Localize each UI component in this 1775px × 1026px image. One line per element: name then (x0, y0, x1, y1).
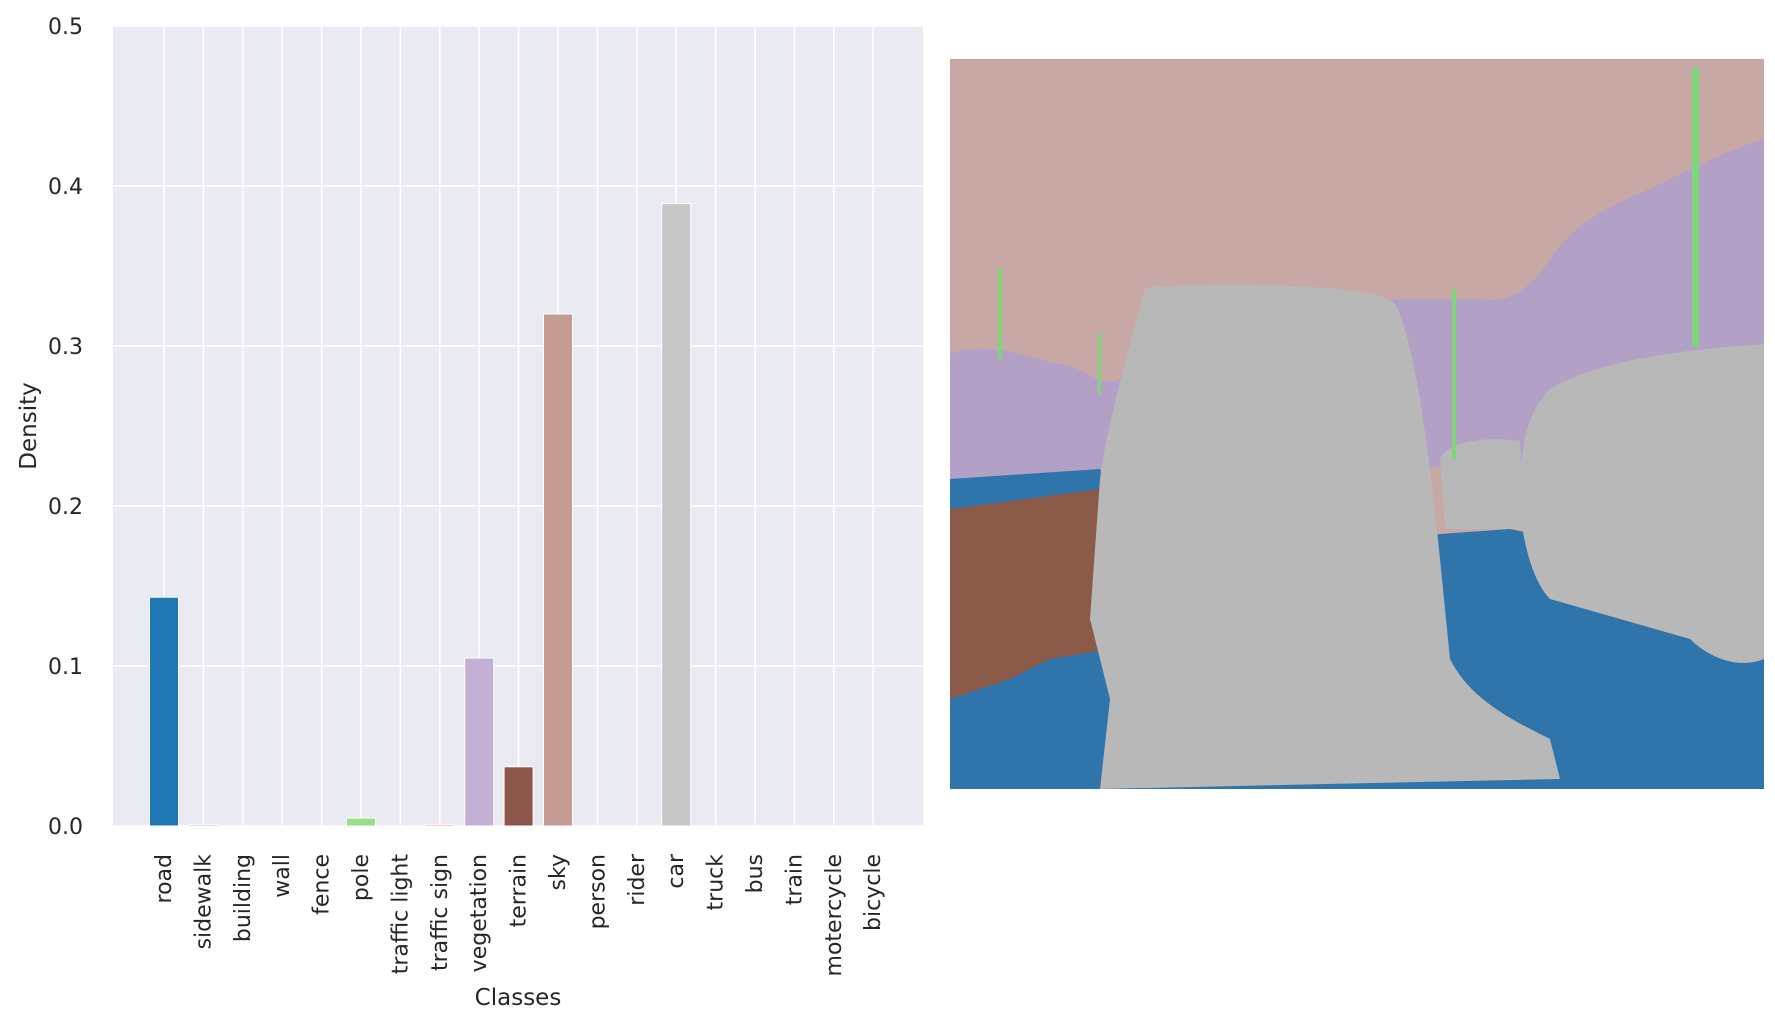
x-tick-label: bicycle (861, 854, 886, 931)
y-tick-label: 0.3 (48, 335, 83, 360)
x-tick-label: car (664, 853, 689, 889)
y-tick-label: 0.2 (48, 495, 83, 520)
y-axis-label: Density (16, 382, 42, 469)
bar-traffic-sign (424, 823, 455, 827)
pole-region (1098, 334, 1101, 394)
van-right-region (1520, 344, 1764, 663)
bar-terrain (503, 766, 534, 827)
van-left-region (1090, 284, 1560, 789)
segmentation-overlay-image (950, 59, 1764, 789)
x-tick-label: road (152, 854, 177, 903)
bar-sky (543, 313, 573, 827)
y-tick-label: 0.5 (48, 15, 83, 40)
bar-road (149, 596, 179, 827)
x-tick-label: traffic light (388, 854, 413, 975)
x-tick-label: traffic sign (428, 854, 453, 971)
y-tick-label: 0.4 (48, 175, 83, 200)
bar-car (661, 203, 692, 827)
x-tick-label: vegetation (467, 854, 492, 972)
x-tick-label: person (585, 854, 610, 929)
bar-vegetation (464, 657, 495, 827)
pole-region (998, 269, 1002, 359)
x-tick-label: pole (349, 854, 374, 901)
pole-region (1452, 289, 1456, 459)
car-far-region (1440, 439, 1525, 529)
x-tick-label: train (782, 854, 807, 905)
bar-pole (346, 817, 376, 827)
x-tick-label: building (231, 854, 256, 942)
x-tick-label: sidewalk (191, 854, 216, 950)
x-tick-labels: road sidewalk building wall fence pole traffic… (152, 853, 886, 976)
y-tick-labels: 0.0 0.1 0.2 0.3 0.4 0.5 (48, 15, 83, 840)
x-tick-label: rider (625, 853, 650, 906)
x-tick-label: truck (704, 854, 729, 911)
terrain-region (950, 489, 1110, 699)
x-axis-label: Classes (475, 985, 562, 1011)
x-tick-label: fence (310, 854, 335, 915)
bar-sidewalk (188, 823, 219, 827)
bar-series (149, 203, 692, 827)
x-tick-label: motercycle (822, 854, 847, 976)
x-tick-label: bus (743, 854, 768, 893)
pole-region (1692, 67, 1699, 347)
x-tick-label: sky (546, 854, 571, 890)
y-tick-label: 0.0 (48, 815, 83, 840)
y-tick-label: 0.1 (48, 655, 83, 680)
x-tick-label: terrain (507, 854, 532, 927)
x-tick-label: wall (270, 854, 295, 898)
